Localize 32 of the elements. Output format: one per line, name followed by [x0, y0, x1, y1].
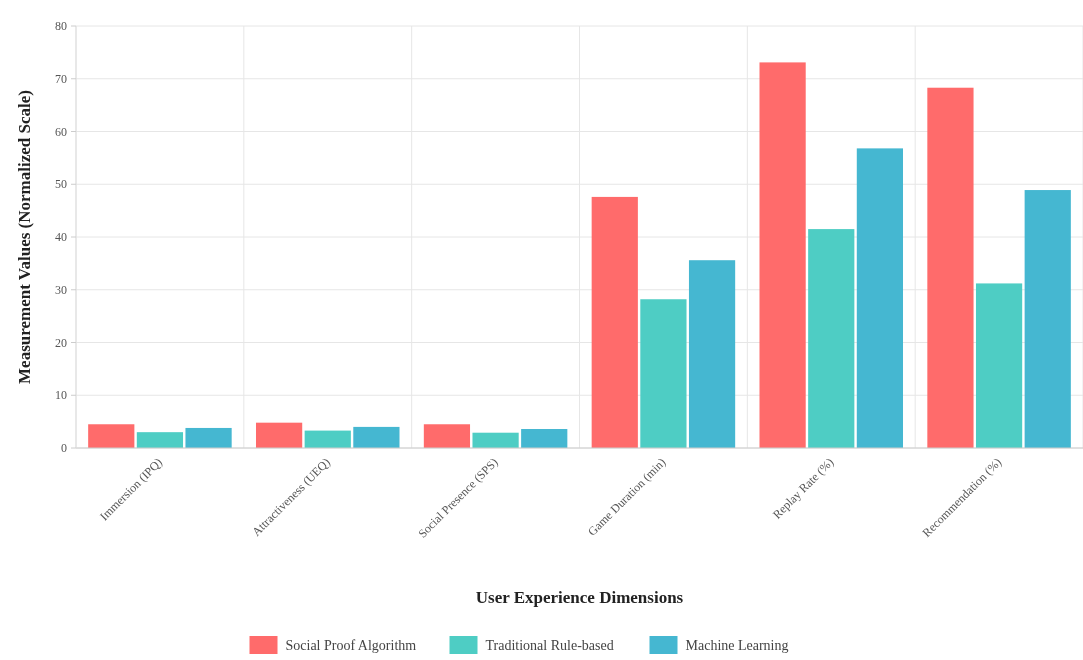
- legend-label: Social Proof Algorithm: [285, 637, 417, 653]
- y-tick-label: 20: [55, 335, 67, 350]
- bar: [927, 87, 974, 448]
- bar: [88, 424, 135, 448]
- bar: [256, 422, 303, 448]
- y-tick-label: 60: [55, 124, 67, 139]
- legend-label: Traditional Rule-based: [485, 637, 614, 653]
- bar: [808, 229, 855, 448]
- bar: [472, 432, 519, 448]
- bar: [423, 424, 471, 448]
- bar: [1024, 190, 1071, 448]
- y-tick-label: 40: [55, 230, 67, 245]
- y-axis-title: Measurement Values (Normalized Scale): [15, 90, 34, 384]
- y-tick-label: 10: [55, 388, 67, 403]
- bar: [856, 148, 904, 448]
- bar: [688, 260, 736, 448]
- bar: [591, 196, 638, 448]
- bar: [304, 430, 351, 448]
- bar: [521, 429, 568, 448]
- bar: [640, 299, 687, 448]
- bar: [975, 283, 1023, 448]
- bar: [136, 432, 184, 448]
- y-tick-label: 50: [55, 177, 67, 192]
- x-axis-title: User Experience Dimensions: [475, 588, 684, 607]
- bar: [353, 426, 400, 448]
- y-tick-label: 80: [55, 19, 67, 34]
- y-tick-label: 30: [55, 282, 67, 297]
- y-tick-label: 70: [55, 71, 67, 86]
- bar: [759, 62, 806, 448]
- y-tick-label: 0: [61, 441, 67, 456]
- legend-label: Machine Learning: [685, 637, 789, 653]
- bar: [185, 427, 232, 448]
